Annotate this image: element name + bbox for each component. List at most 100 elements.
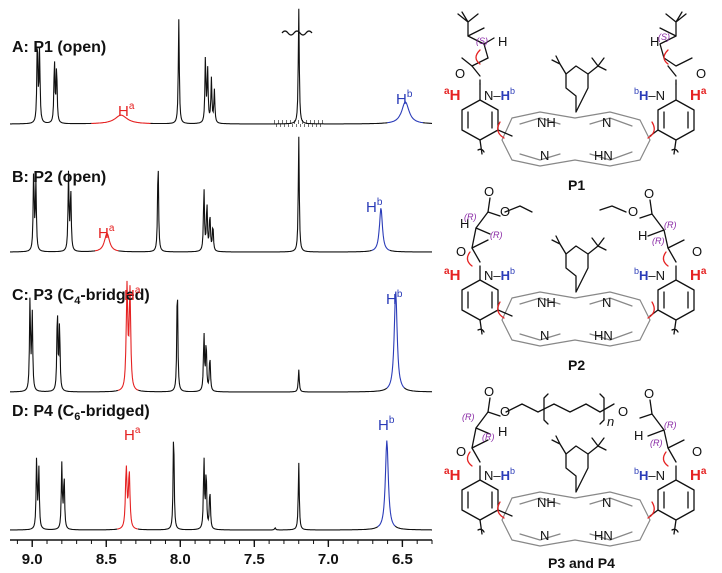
cp-h-right-p1: H: [650, 34, 659, 49]
porph-nh-top-p2: NH: [537, 295, 556, 310]
panel-label-c: C: P3 (C4-bridged): [12, 287, 150, 307]
nh-left-p3: N–Hb: [484, 466, 515, 483]
structure-p2: NH N N HN: [444, 184, 707, 373]
stereo-l1-p2: (R): [464, 212, 477, 222]
ha-right-p1: Ha: [690, 86, 707, 104]
right-aryl-p1: [649, 83, 695, 155]
caption-p1: P1: [568, 177, 585, 193]
ha-right-p2: Ha: [690, 266, 707, 284]
panel-label-b: B: P2 (open): [12, 169, 106, 186]
stereo-left-p1: (S): [476, 36, 488, 46]
stereo-right-p1: (S): [658, 32, 670, 42]
porph-n-top-p1: N: [602, 115, 611, 130]
spectrum-b: [10, 136, 432, 253]
hb-label-d: Hb: [378, 415, 395, 434]
spectrum-a: [10, 8, 432, 127]
stereo-l2-p2: (R): [490, 230, 503, 240]
x-tick-label: 7.0: [318, 551, 339, 568]
ha-right-p3: Ha: [690, 466, 707, 484]
o-right-p3: O: [692, 444, 702, 459]
peak-hb-b: [371, 208, 390, 251]
cp-h-right-p2: H: [638, 228, 647, 243]
ha-left-p2: aH: [444, 266, 460, 284]
o-right-p2: O: [692, 244, 702, 259]
truncation-mark-icon: [281, 30, 313, 36]
structure-p3-p4: NH N N HN: [444, 384, 707, 571]
structures: NH N N HN: [444, 11, 707, 571]
o-left-p3: O: [456, 444, 466, 459]
x-tick-label: 6.5: [392, 551, 413, 568]
ester-o2-p2: O: [500, 204, 510, 219]
ha-left-p1: aH: [444, 86, 460, 104]
nh-right-p1: bH–N: [634, 86, 665, 103]
chain-n-p3: n: [607, 414, 614, 429]
ester-o1-p3: O: [484, 384, 494, 399]
panel-labels: A: P1 (open) B: P2 (open) C: P3 (C4-brid…: [12, 39, 150, 423]
peak-ha-c: [117, 280, 139, 391]
porphyrin-core-p1: [501, 111, 651, 167]
baseline-noise: [274, 120, 323, 127]
stereo-r1-p2: (R): [664, 220, 677, 230]
hb-label-b: Hb: [366, 197, 383, 216]
spectrum-d: [10, 440, 432, 531]
cp-h-left-p1: H: [498, 34, 507, 49]
porphyrin-core-p2: [501, 291, 651, 347]
porph-hn-bottom-p1: HN: [594, 148, 613, 163]
porph-nh-top-p1: NH: [537, 115, 556, 130]
nh-right-p2: bH–N: [634, 266, 665, 283]
x-tick-label: 7.5: [244, 551, 265, 568]
porph-nh-top-p3: NH: [537, 495, 556, 510]
porph-n-bottom-p2: N: [540, 328, 549, 343]
o-right-p1: O: [696, 66, 706, 81]
spectrum-trace: [394, 525, 432, 531]
ha-label-a: Ha: [118, 101, 135, 120]
spectrum-trace: [150, 8, 388, 125]
nmr-spectra: [10, 8, 433, 531]
cp-h-left-p2: H: [460, 216, 469, 231]
porph-n-bottom-p1: N: [540, 148, 549, 163]
ester-o4-p3: O: [618, 404, 628, 419]
porph-n-bottom-p3: N: [540, 528, 549, 543]
nh-left-p1: N–Hb: [484, 86, 515, 103]
ester-o3-p3: O: [644, 386, 654, 401]
aryl-tbu-p1: [551, 55, 607, 113]
spectrum-trace: [118, 136, 372, 253]
peak-hb-c: [386, 291, 405, 389]
porph-hn-bottom-p3: HN: [594, 528, 613, 543]
ha-label-d: Ha: [124, 425, 141, 444]
hb-label-a: Hb: [396, 89, 413, 108]
ester-o1-p2: O: [484, 184, 494, 199]
ha-label-c: Ha: [124, 285, 141, 304]
spectrum-trace: [10, 170, 96, 253]
caption-p2: P2: [568, 357, 585, 373]
peak-ha-d: [117, 465, 138, 530]
hb-label-c: Hb: [386, 289, 403, 308]
x-tick-label: 8.5: [96, 551, 117, 568]
stereo-l2-p3: (R): [482, 432, 495, 442]
nh-left-p2: N–Hb: [484, 266, 515, 283]
x-axis: 9.0 8.5 8.0 7.5 7.0 6.5: [10, 539, 433, 568]
o-left-p2: O: [456, 244, 466, 259]
peak-hb-d: [377, 440, 396, 528]
porph-n-top-p3: N: [602, 495, 611, 510]
porphyrin-core-p3: [501, 491, 651, 547]
stereo-r1-p3: (R): [664, 420, 677, 430]
x-tick-label: 8.0: [170, 551, 191, 568]
panel-label-d: D: P4 (C6-bridged): [12, 403, 150, 423]
porph-hn-bottom-p2: HN: [594, 328, 613, 343]
stereo-r2-p3: (R): [650, 438, 663, 448]
ha-label-b: Ha: [98, 223, 115, 242]
panel-label-a: A: P1 (open): [12, 39, 106, 56]
spectrum-trace: [138, 299, 388, 393]
spectrum-trace: [422, 122, 432, 124]
ester-o2-p3: O: [500, 404, 510, 419]
x-axis-ticks: 9.0 8.5 8.0 7.5 7.0 6.5: [16, 540, 433, 568]
cp-h-left-p3: H: [498, 424, 507, 439]
caption-p3-p4: P3 and P4: [548, 555, 615, 571]
stereo-r2-p2: (R): [652, 236, 665, 246]
x-tick-label: 9.0: [22, 551, 43, 568]
spectrum-c: [10, 280, 433, 393]
spectrum-trace: [10, 297, 119, 393]
spectrum-trace: [403, 387, 433, 393]
ha-left-p3: aH: [444, 466, 460, 484]
